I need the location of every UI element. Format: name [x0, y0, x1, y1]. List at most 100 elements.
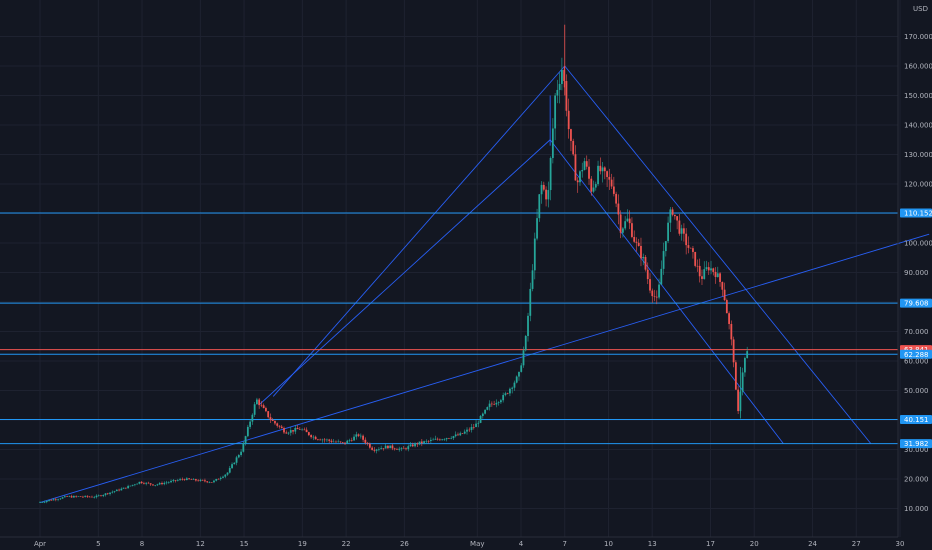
candle-body — [502, 395, 505, 401]
candle-body — [468, 429, 471, 431]
candle-body — [631, 223, 633, 237]
candle-body — [262, 405, 265, 409]
candle-body — [362, 435, 364, 440]
candle-body — [149, 483, 152, 485]
candle-body — [120, 488, 123, 491]
candle-body — [312, 436, 315, 438]
candle-body — [384, 445, 387, 449]
candle-body — [118, 489, 120, 491]
time-axis[interactable]: Apr 5 8 12 15 19 22 26 May 4 7 10 13 17 20 24 27 30 — [34, 540, 905, 548]
candle-body — [658, 284, 660, 298]
candle-body — [594, 184, 597, 188]
candle-body — [405, 448, 407, 450]
candle-body — [685, 233, 688, 246]
candle-body — [696, 265, 699, 267]
candle-body — [409, 444, 412, 447]
candle-body — [364, 439, 367, 443]
candle-body — [391, 445, 394, 449]
candle-body — [687, 245, 690, 248]
candle-body — [274, 420, 276, 424]
candle-body — [219, 477, 222, 479]
candle-body — [41, 502, 44, 503]
candle-body — [721, 281, 724, 290]
candle-body — [712, 268, 715, 272]
candle-body — [181, 479, 184, 480]
candle-body — [136, 483, 139, 485]
candle-body — [283, 428, 285, 433]
x-tick-label: 13 — [648, 540, 657, 548]
candle-body — [622, 228, 624, 233]
candle-body — [201, 479, 204, 481]
candle-body — [176, 480, 179, 481]
candle-body — [224, 474, 227, 477]
candle-body — [509, 388, 511, 394]
candle-body — [698, 265, 701, 277]
candlestick-series — [39, 24, 749, 504]
candle-body — [122, 487, 125, 489]
candle-body — [382, 448, 385, 449]
candle-body — [673, 214, 676, 217]
candle-body — [88, 496, 91, 498]
candle-body — [190, 479, 193, 480]
candle-body — [377, 449, 380, 450]
candle-body — [475, 423, 477, 428]
candle-body — [660, 268, 663, 285]
candle-body — [253, 404, 256, 415]
candle-body — [63, 496, 66, 498]
x-tick-label: 27 — [852, 540, 861, 548]
candle-body — [102, 495, 105, 497]
candle-body — [167, 482, 170, 483]
candle-body — [285, 432, 288, 434]
candle-body — [43, 501, 46, 503]
y-tick-label: 10.000 — [904, 505, 929, 513]
candle-body — [486, 407, 489, 410]
candle-body — [156, 484, 159, 486]
candle-body — [113, 491, 116, 492]
candle-body — [574, 154, 577, 181]
candle-body — [294, 427, 297, 432]
candle-body — [520, 365, 523, 372]
candle-body — [617, 203, 620, 215]
candle-body — [432, 439, 435, 441]
candle-body — [375, 449, 378, 451]
candle-body — [683, 228, 685, 234]
candle-body — [133, 484, 136, 486]
candle-body — [346, 440, 349, 444]
candle-body — [689, 247, 692, 249]
y-tick-label: 30.000 — [904, 446, 929, 454]
candle-body — [323, 439, 326, 441]
candle-body — [606, 171, 608, 177]
candle-body — [292, 430, 294, 432]
candle-body — [75, 496, 78, 497]
x-tick-label: 4 — [519, 540, 524, 548]
candle-body — [305, 429, 308, 433]
candle-body — [649, 279, 651, 291]
candle-body — [66, 496, 69, 497]
candle-body — [48, 500, 50, 501]
candle-body — [436, 438, 439, 440]
candle-body — [258, 399, 261, 405]
candle-body — [387, 445, 389, 449]
candle-body — [213, 480, 215, 483]
candle-body — [179, 479, 181, 481]
candle-body — [359, 435, 362, 437]
candle-body — [393, 448, 396, 450]
candle-body — [448, 438, 450, 439]
candle-body — [445, 438, 448, 440]
y-tick-label: 120.000 — [904, 181, 932, 189]
candle-body — [676, 216, 679, 221]
candle-body — [163, 482, 166, 485]
trendline — [564, 65, 872, 444]
candle-body — [716, 273, 719, 278]
x-tick-label: May — [470, 540, 484, 548]
candle-body — [233, 462, 236, 465]
candle-body — [637, 242, 640, 246]
level-label-box — [900, 439, 932, 449]
candle-body — [240, 451, 242, 455]
level-label-text: 31.982 — [904, 440, 929, 448]
candle-body — [416, 443, 419, 445]
y-tick-label: 150.000 — [904, 92, 932, 100]
candle-body — [705, 267, 708, 270]
